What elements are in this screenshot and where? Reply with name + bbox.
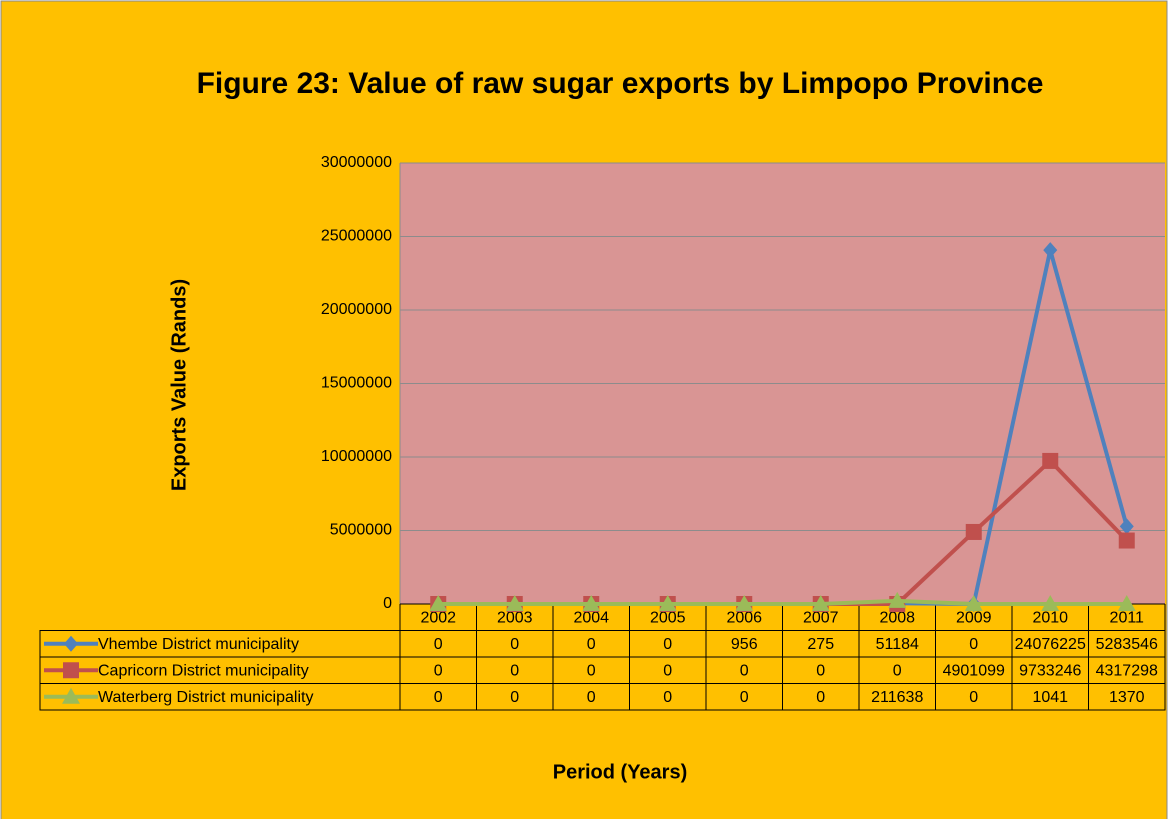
table-value: 0 [816, 689, 825, 706]
x-tick-label: 2004 [573, 609, 609, 626]
table-value: 956 [731, 636, 758, 653]
table-value: 1370 [1109, 689, 1145, 706]
table-value: 0 [510, 636, 519, 653]
chart-title: Figure 23: Value of raw sugar exports by… [196, 67, 1044, 100]
point [735, 595, 754, 611]
table-value: 0 [434, 636, 443, 653]
table-value: 0 [434, 662, 443, 679]
table-value: 1041 [1032, 689, 1068, 706]
table-value: 0 [663, 662, 672, 679]
legend-label: Capricorn District municipality [98, 662, 309, 679]
point [1042, 452, 1059, 469]
x-axis-label: Period (Years) [553, 761, 688, 783]
table-value: 0 [587, 662, 596, 679]
x-tick-label: 2011 [1110, 609, 1145, 626]
table-value: 5283546 [1096, 636, 1158, 653]
point [505, 595, 524, 611]
x-tick-label: 2003 [497, 609, 533, 626]
table-value: 0 [587, 636, 596, 653]
table-value: 24076225 [1015, 636, 1086, 653]
table-value: 0 [587, 689, 596, 706]
table-value: 0 [969, 636, 978, 653]
y-tick-label: 25000000 [321, 228, 392, 245]
y-tick-label: 10000000 [321, 448, 392, 465]
x-tick-label: 2009 [956, 609, 992, 626]
point [888, 591, 907, 608]
table-value: 0 [510, 689, 519, 706]
table-value: 0 [740, 662, 749, 679]
legend-marker [64, 635, 78, 652]
y-tick-label: 15000000 [321, 375, 392, 392]
table-value: 0 [969, 689, 978, 706]
table-value: 0 [663, 689, 672, 706]
x-tick-label: 2008 [879, 609, 915, 626]
legend-label: Waterberg District municipality [98, 689, 313, 706]
table-value: 211638 [871, 689, 923, 706]
x-tick-label: 2010 [1032, 609, 1068, 626]
point [964, 595, 983, 611]
point [1041, 594, 1060, 611]
point [811, 595, 830, 611]
x-tick-label: 2005 [650, 609, 686, 626]
y-tick-label: 30000000 [321, 154, 392, 171]
point [1118, 532, 1135, 549]
y-axis-label: Exports Value (Rands) [168, 279, 190, 491]
point [1119, 518, 1134, 535]
point [429, 595, 448, 611]
y-tick-label: 20000000 [321, 301, 392, 318]
legend-label: Vhembe District municipality [98, 636, 299, 653]
table-value: 4317298 [1096, 662, 1158, 679]
table-value: 51184 [876, 636, 919, 653]
point [582, 595, 601, 611]
point [1117, 594, 1136, 611]
series-line [438, 598, 1127, 606]
legend-marker [63, 662, 79, 679]
x-tick-label: 2002 [420, 609, 456, 626]
table-value: 275 [807, 636, 834, 653]
point [965, 523, 982, 540]
x-tick-label: 2007 [803, 609, 839, 626]
table-value: 0 [740, 689, 749, 706]
table-value: 0 [663, 636, 672, 653]
table-value: 0 [434, 689, 443, 706]
table-value: 0 [816, 662, 825, 679]
y-tick-label: 5000000 [330, 522, 392, 539]
table-value: 4901099 [943, 662, 1005, 679]
legend-marker [62, 687, 80, 704]
table-value: 0 [510, 662, 519, 679]
table-value: 0 [893, 662, 902, 679]
y-tick-label: 0 [383, 595, 392, 612]
point [1043, 242, 1058, 259]
point [658, 595, 677, 611]
x-tick-label: 2006 [726, 609, 762, 626]
table-value: 9733246 [1019, 662, 1081, 679]
